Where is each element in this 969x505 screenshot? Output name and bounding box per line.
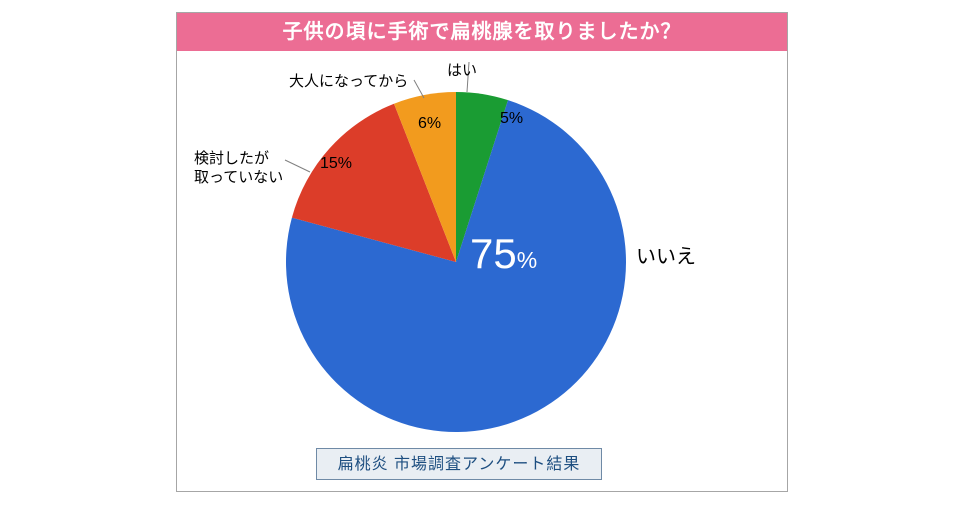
labels-layer: 5% はい 75% いいえ 15% 検討したが 取っていない 6% 大人になってから bbox=[0, 0, 969, 505]
slice-percent: 15% bbox=[320, 155, 352, 173]
slice-label: 大人になってから bbox=[289, 73, 408, 92]
slice-label: はい bbox=[447, 62, 477, 81]
slice-label: いいえ bbox=[636, 245, 696, 270]
slice-percent: 5% bbox=[500, 110, 523, 128]
caption-text: 扁桃炎 市場調査アンケート結果 bbox=[338, 456, 581, 473]
slice-label: 検討したが 取っていない bbox=[194, 150, 283, 188]
slice-percent: 75% bbox=[470, 230, 537, 278]
slice-percent: 6% bbox=[418, 115, 441, 133]
caption-box: 扁桃炎 市場調査アンケート結果 bbox=[316, 448, 602, 480]
